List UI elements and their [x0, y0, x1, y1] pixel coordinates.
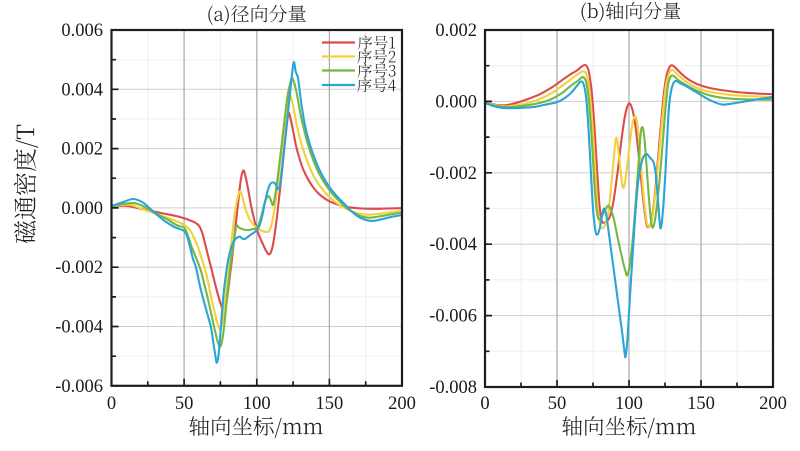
svg-text:150: 150: [316, 394, 344, 414]
svg-text:-0.008: -0.008: [429, 378, 477, 398]
svg-text:50: 50: [548, 394, 567, 414]
svg-text:-0.002: -0.002: [429, 164, 477, 184]
svg-text:-0.004: -0.004: [55, 318, 103, 338]
svg-text:-0.006: -0.006: [429, 307, 477, 327]
svg-text:-0.006: -0.006: [55, 377, 103, 397]
svg-text:0.004: 0.004: [61, 80, 103, 100]
svg-text:100: 100: [615, 394, 643, 414]
svg-text:0.002: 0.002: [435, 21, 477, 41]
svg-text:50: 50: [175, 394, 194, 414]
svg-text:0: 0: [480, 394, 489, 414]
svg-text:150: 150: [687, 394, 715, 414]
svg-text:0.006: 0.006: [61, 21, 103, 41]
svg-text:0.002: 0.002: [61, 140, 103, 160]
svg-text:-0.002: -0.002: [55, 258, 103, 278]
svg-text:0: 0: [107, 394, 116, 414]
svg-text:-0.004: -0.004: [429, 235, 477, 255]
svg-text:0.000: 0.000: [435, 92, 477, 112]
svg-text:100: 100: [243, 394, 271, 414]
svg-text:200: 200: [759, 394, 787, 414]
svg-text:0.000: 0.000: [61, 199, 103, 219]
svg-text:200: 200: [388, 394, 416, 414]
